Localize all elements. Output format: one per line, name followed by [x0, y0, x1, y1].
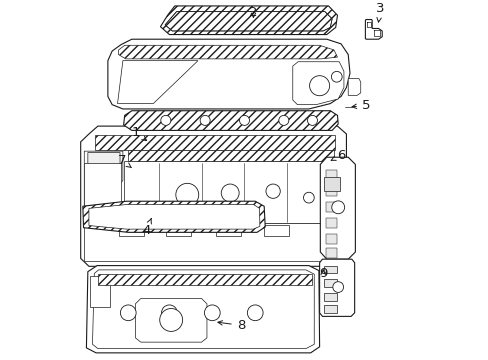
Circle shape: [307, 116, 317, 125]
Polygon shape: [86, 266, 319, 353]
Polygon shape: [82, 201, 264, 232]
Polygon shape: [92, 270, 314, 348]
Circle shape: [161, 116, 170, 125]
Polygon shape: [117, 61, 198, 104]
Circle shape: [331, 201, 344, 214]
Polygon shape: [90, 276, 110, 307]
Circle shape: [309, 76, 329, 96]
Polygon shape: [84, 224, 335, 261]
Polygon shape: [325, 170, 337, 180]
Polygon shape: [108, 39, 349, 109]
Polygon shape: [88, 153, 120, 200]
Polygon shape: [292, 62, 343, 105]
Polygon shape: [365, 19, 382, 39]
Circle shape: [221, 184, 239, 202]
Polygon shape: [84, 151, 122, 206]
Text: 6: 6: [330, 149, 345, 162]
Polygon shape: [215, 225, 241, 236]
Polygon shape: [123, 111, 338, 130]
Polygon shape: [128, 150, 333, 161]
Polygon shape: [160, 6, 337, 35]
Circle shape: [160, 309, 182, 332]
Polygon shape: [325, 248, 337, 258]
Polygon shape: [119, 45, 337, 59]
Polygon shape: [325, 186, 337, 196]
Text: 1: 1: [131, 126, 146, 141]
Text: 3: 3: [375, 2, 384, 22]
Polygon shape: [135, 298, 206, 342]
Polygon shape: [98, 274, 311, 285]
Circle shape: [265, 184, 280, 198]
Polygon shape: [165, 225, 190, 236]
Polygon shape: [320, 157, 355, 259]
Polygon shape: [325, 234, 337, 244]
Circle shape: [200, 116, 210, 125]
Text: 4: 4: [142, 219, 151, 237]
Circle shape: [331, 71, 342, 82]
Circle shape: [204, 305, 220, 321]
Circle shape: [332, 282, 343, 292]
Text: 7: 7: [118, 154, 131, 168]
Text: 2: 2: [249, 6, 257, 19]
Circle shape: [161, 305, 177, 321]
Polygon shape: [324, 293, 336, 301]
Polygon shape: [325, 202, 337, 212]
Polygon shape: [264, 225, 288, 236]
Circle shape: [247, 305, 263, 321]
Polygon shape: [319, 259, 354, 316]
Polygon shape: [323, 177, 340, 191]
Circle shape: [303, 192, 314, 203]
Polygon shape: [89, 204, 259, 229]
Polygon shape: [123, 161, 335, 224]
Polygon shape: [324, 279, 336, 287]
Polygon shape: [81, 126, 346, 266]
Text: 8: 8: [218, 319, 244, 332]
Circle shape: [176, 183, 198, 206]
Circle shape: [120, 305, 136, 321]
Polygon shape: [347, 78, 360, 95]
Polygon shape: [324, 266, 336, 274]
Polygon shape: [119, 225, 144, 236]
Circle shape: [278, 116, 288, 125]
Circle shape: [239, 116, 249, 125]
Polygon shape: [84, 163, 121, 209]
Text: 5: 5: [351, 99, 369, 112]
Polygon shape: [325, 218, 337, 228]
Polygon shape: [165, 12, 331, 31]
Polygon shape: [95, 135, 334, 150]
Text: 9: 9: [318, 267, 326, 280]
Polygon shape: [324, 305, 336, 313]
